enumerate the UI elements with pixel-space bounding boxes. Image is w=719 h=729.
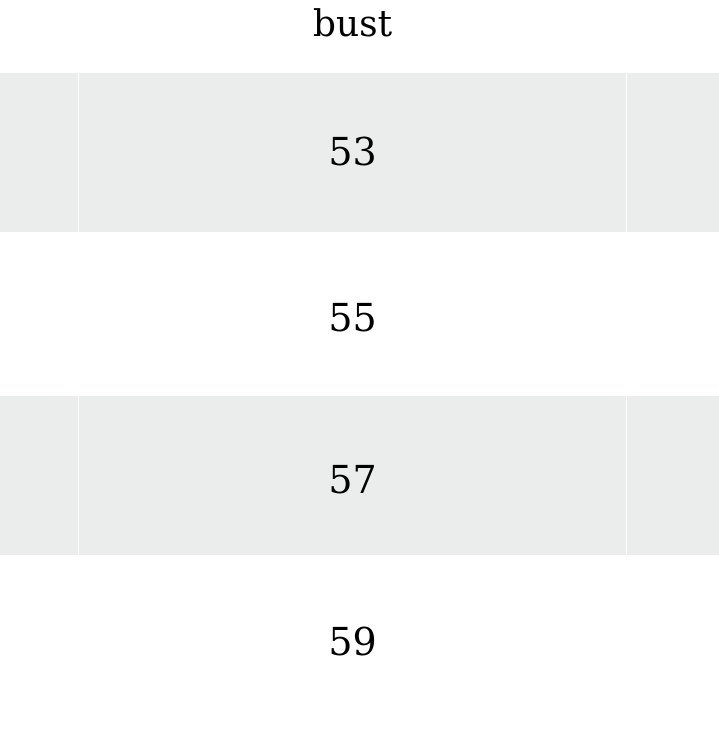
table-cell	[0, 396, 79, 555]
table-row: 55	[0, 232, 719, 396]
table-row: 57	[0, 396, 719, 555]
table-header: bust	[0, 0, 719, 73]
table-row: 59	[0, 555, 719, 719]
bust-cell: 57	[328, 458, 377, 502]
table-row: 53	[0, 73, 719, 232]
table-cell	[0, 73, 79, 232]
bust-cell: 55	[328, 296, 377, 340]
bust-cell: 53	[328, 130, 377, 174]
column-header-bust: bust	[312, 4, 393, 45]
table-cell	[626, 396, 719, 555]
bust-cell: 59	[328, 620, 377, 664]
table-cell	[626, 73, 719, 232]
